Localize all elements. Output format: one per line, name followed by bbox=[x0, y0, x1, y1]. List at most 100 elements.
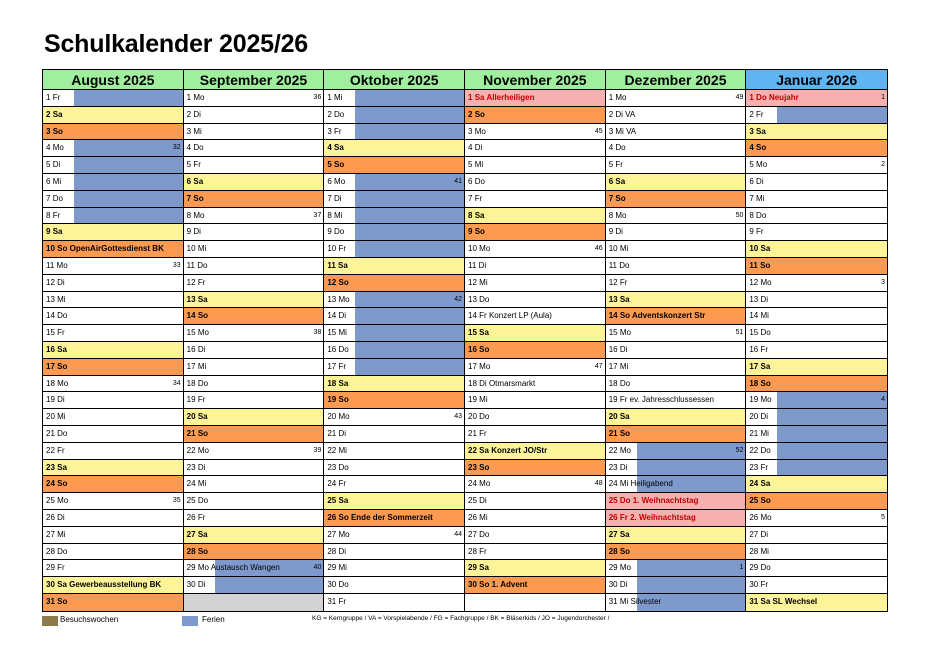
day-label: 12 Mi bbox=[468, 275, 488, 291]
weekday: Mi bbox=[57, 529, 66, 539]
weekday: Mo bbox=[474, 126, 486, 136]
day-cell: 28 Do bbox=[43, 543, 183, 561]
weekday: So bbox=[474, 109, 485, 119]
day-label: 15 Do bbox=[749, 325, 770, 341]
weekday: Do bbox=[334, 109, 345, 119]
day-number: 27 bbox=[608, 529, 618, 539]
day-label: 7 Di bbox=[327, 191, 341, 207]
month-header: November 2025 bbox=[465, 70, 605, 90]
day-number: 17 bbox=[468, 361, 477, 371]
weekday: Mo bbox=[760, 277, 772, 287]
day-cell: 2 So bbox=[465, 106, 605, 124]
day-number: 11 bbox=[327, 260, 336, 270]
day-cell: 1 Mo 36 bbox=[183, 90, 324, 107]
ferien-bar bbox=[777, 409, 888, 425]
weekday: Do bbox=[338, 462, 349, 472]
day-cell: 18 Sa bbox=[324, 375, 465, 393]
weekday: Mo bbox=[479, 244, 491, 254]
day-label: 27 Sa bbox=[609, 527, 630, 543]
weekday: Sa bbox=[197, 412, 208, 422]
day-label: 16 Di bbox=[609, 342, 628, 358]
day-label: 21 Fr bbox=[468, 426, 487, 442]
day-label: 13 Mi bbox=[46, 292, 66, 308]
weekday: Fr bbox=[760, 580, 769, 590]
day-cell: 3 So bbox=[43, 123, 183, 141]
ferien-bar bbox=[777, 106, 888, 123]
weekday: So bbox=[479, 462, 490, 472]
day-cell: 24 Fr bbox=[324, 476, 465, 494]
weekday: Sa bbox=[197, 294, 208, 304]
day-label: 24 Fr bbox=[327, 476, 346, 492]
weekday: So bbox=[619, 428, 631, 438]
day-label: 11 Do bbox=[609, 258, 630, 274]
weekday: So bbox=[197, 546, 209, 556]
day-label: 20 Sa bbox=[187, 409, 208, 425]
weekday: Di bbox=[474, 143, 483, 153]
day-label: 24 Mo bbox=[468, 476, 490, 492]
ferien-bar bbox=[355, 123, 465, 140]
day-cell: 7 Mi bbox=[746, 190, 888, 208]
weekday: Sa bbox=[619, 529, 630, 539]
day-label: 23 Do bbox=[327, 460, 348, 476]
day-number: 30 bbox=[749, 580, 759, 590]
day-label: 1 Sa Allerheiligen bbox=[468, 90, 534, 106]
day-number: 9 bbox=[46, 227, 51, 237]
weekday: Sa bbox=[756, 126, 766, 136]
day-cell: 16 Di bbox=[183, 341, 324, 359]
day-cell: 17 Mi bbox=[183, 358, 324, 376]
day-number: 24 bbox=[327, 479, 337, 489]
day-cell: 20 Do bbox=[465, 409, 605, 426]
day-cell: 8 Fr bbox=[43, 207, 183, 225]
day-label: 8 Mi bbox=[327, 208, 342, 224]
day-cell: 3 Mi VA bbox=[605, 123, 746, 141]
day-number: 6 bbox=[46, 176, 51, 186]
weekday: Mi bbox=[619, 244, 629, 254]
day-label: 13 Sa bbox=[609, 292, 630, 308]
day-label: 24 Mi Heiligabend bbox=[609, 476, 673, 492]
day-label: 20 Di bbox=[749, 409, 768, 425]
day-label: 22 Do bbox=[749, 443, 770, 459]
day-cell: 20 Di bbox=[746, 409, 888, 426]
month-header: Dezember 2025 bbox=[605, 70, 746, 90]
ferien-bar bbox=[74, 90, 183, 106]
day-number: 26 bbox=[468, 512, 477, 522]
day-number: 31 bbox=[327, 596, 337, 606]
month-column: August 2025 1 Fr 2 Sa 3 So 4 Mo 32 5 Di 6 Mi 7 D… bbox=[43, 70, 184, 611]
day-cell: 11 So bbox=[746, 257, 888, 275]
day-number: 22 bbox=[608, 445, 618, 455]
day-number: 20 bbox=[608, 412, 618, 422]
day-cell: 10 Sa bbox=[746, 241, 888, 258]
day-label: 17 Fr bbox=[327, 359, 346, 375]
day-cell: 26 Mo 5 bbox=[746, 509, 888, 527]
day-cell: 21 Do bbox=[43, 425, 183, 443]
day-cell: 13 Mi bbox=[43, 291, 183, 309]
day-number: 30 bbox=[186, 580, 196, 590]
weekday: Mo bbox=[338, 529, 350, 539]
day-cell: 28 So bbox=[183, 543, 324, 561]
day-cell: 28 Fr bbox=[465, 543, 605, 561]
day-cell: 25 So bbox=[746, 493, 888, 510]
day-label: 29 Fr bbox=[46, 560, 65, 576]
day-cell: 20 Sa bbox=[183, 409, 324, 426]
day-cell: 2 Sa bbox=[43, 106, 183, 124]
day-number: 10 bbox=[327, 244, 337, 254]
day-label: 26 Mo bbox=[749, 510, 771, 526]
weekday: Sa bbox=[479, 563, 489, 573]
day-cell: 30 Sa Gewerbeausstellung BK bbox=[43, 577, 183, 594]
weekday: Do bbox=[756, 210, 767, 220]
day-label: 4 Do bbox=[187, 140, 204, 156]
day-number: 12 bbox=[608, 277, 618, 287]
day-number: 14 bbox=[327, 311, 337, 321]
day-number: 28 bbox=[186, 546, 196, 556]
weekday: Mo bbox=[615, 210, 627, 220]
day-label: 15 Sa bbox=[468, 325, 489, 341]
weekday: Mi bbox=[619, 479, 629, 489]
weekday: Sa bbox=[619, 294, 630, 304]
day-cell: 31 Sa SL Wechsel bbox=[746, 593, 888, 611]
day-cell: 9 Fr bbox=[746, 224, 888, 242]
day-number: 15 bbox=[749, 328, 759, 338]
day-number: 2 bbox=[186, 109, 192, 119]
day-number: 11 bbox=[749, 260, 758, 270]
weekday: Mo bbox=[760, 395, 772, 405]
weekday: Sa bbox=[479, 445, 489, 455]
